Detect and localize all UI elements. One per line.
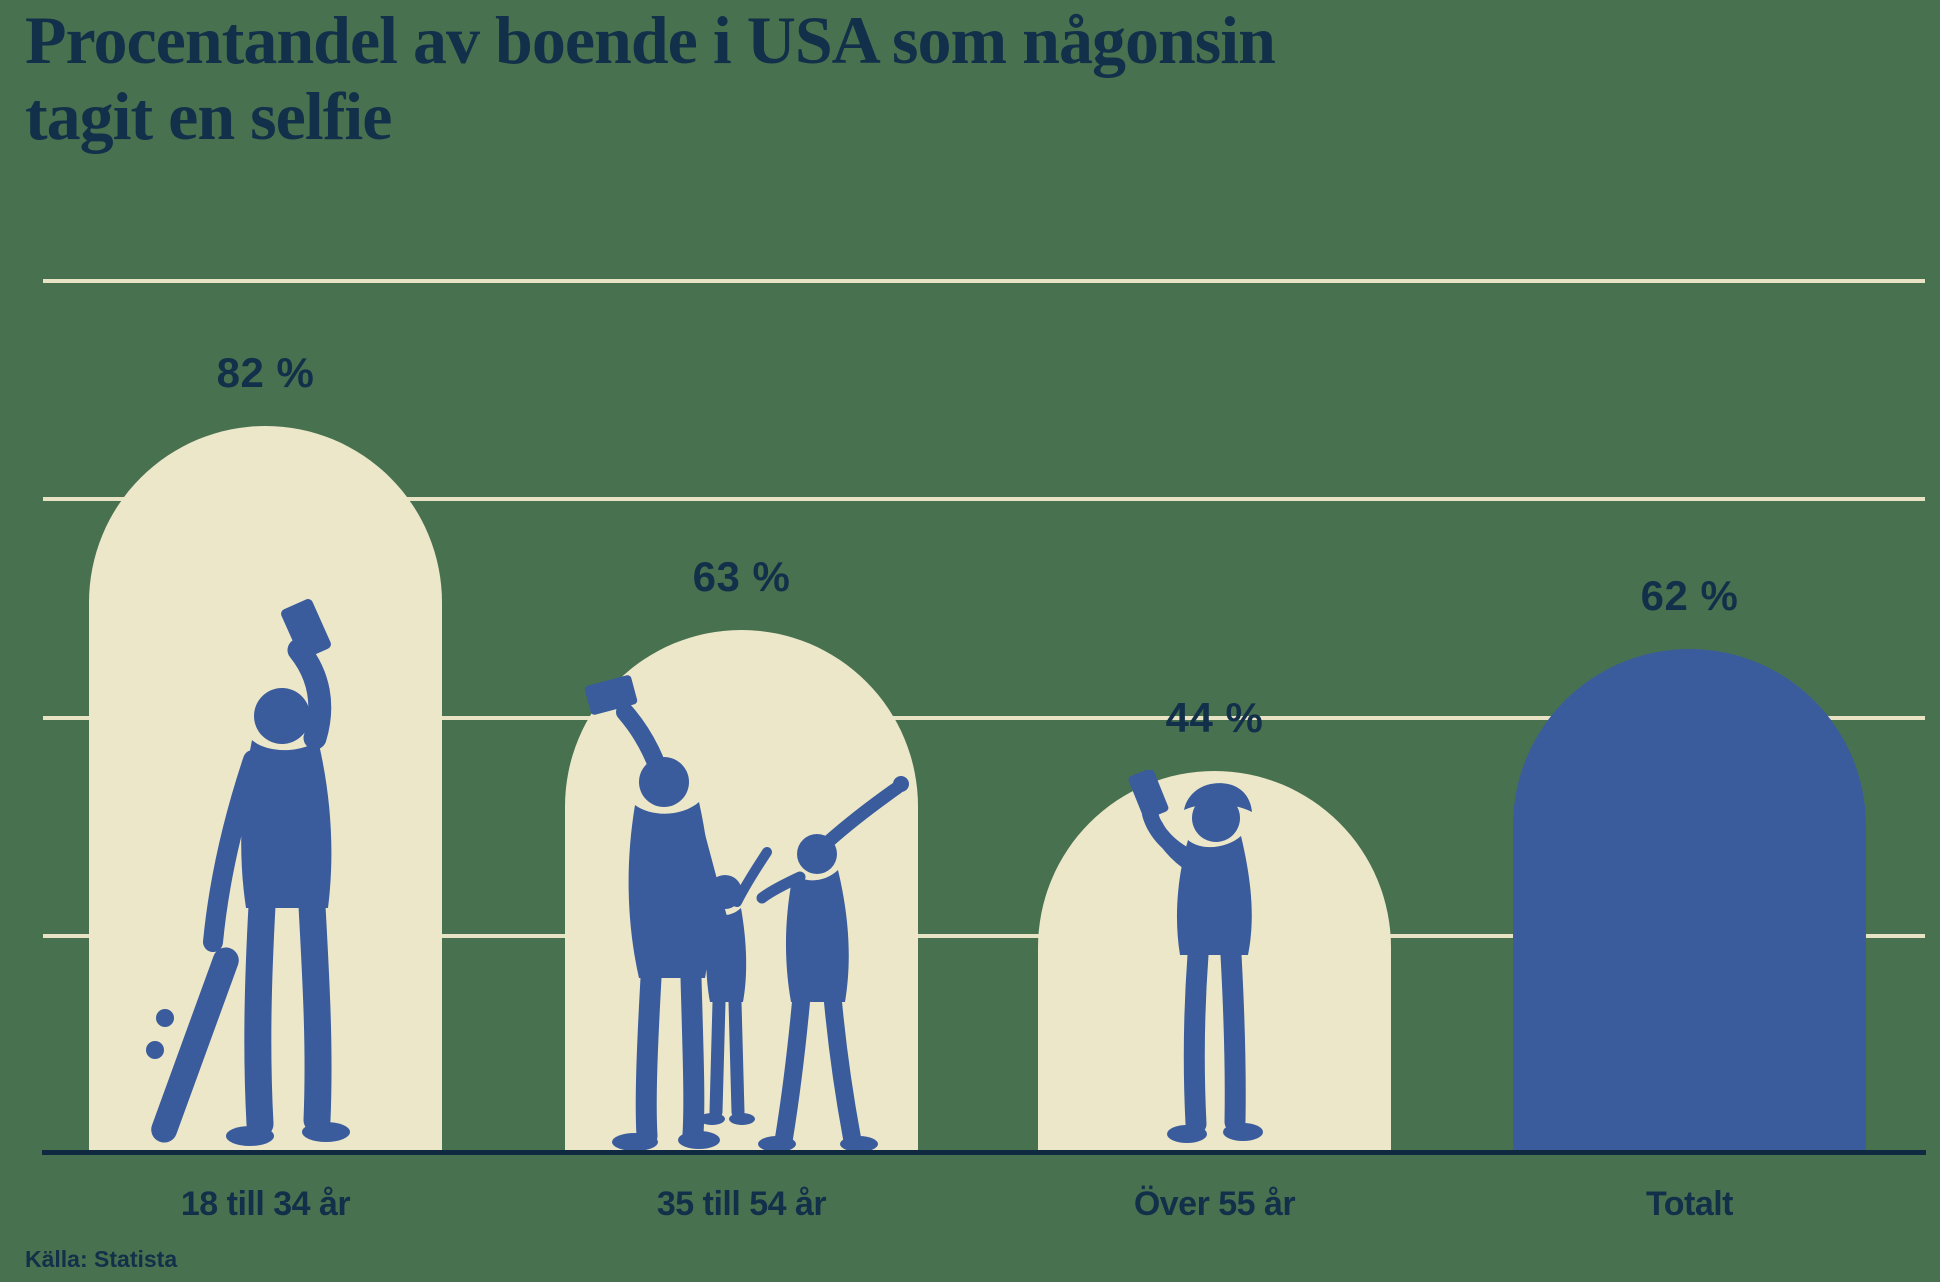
gridline [43,934,1925,938]
silhouette-young-adult-selfie-icon [146,599,350,1146]
silhouette-older-man-selfie-icon [1128,770,1263,1143]
bar-category-label: 35 till 54 år [656,1185,827,1223]
bar-value-label: 63 % [692,553,791,600]
source-credit: Källa: Statista [25,1246,178,1272]
chart-title-line1: Procentandel av boende i USA som någonsi… [25,2,1276,78]
gridline [43,279,1925,283]
chart-title: Procentandel av boende i USA som någonsi… [25,2,1725,154]
gridline [43,716,1925,720]
bar-value-label: 44 % [1165,694,1264,741]
bar-category-label: 18 till 34 år [180,1185,351,1223]
chart-title-line2: tagit en selfie [25,78,392,154]
bar-value-label: 62 % [1640,572,1739,619]
silhouette-family-selfie-icon [584,675,909,1150]
bar-totalt [1513,649,1866,1150]
bar-category-label: Över 55 år [1133,1185,1296,1223]
gridline [43,497,1925,501]
x-axis-line [42,1150,1926,1155]
bar-category-label: Totalt [1645,1185,1734,1223]
bar-value-label: 82 % [216,349,315,396]
